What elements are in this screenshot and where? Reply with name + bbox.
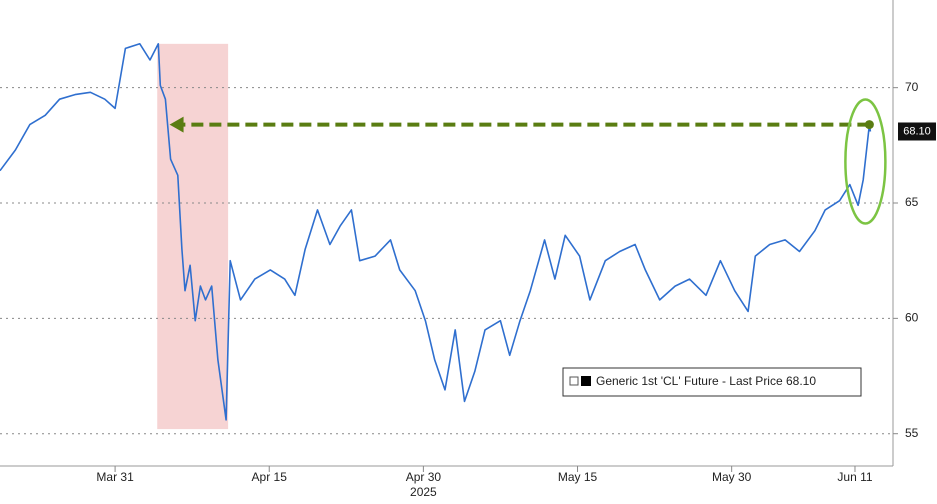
x-tick-label: Apr 30 <box>406 470 442 484</box>
x-tick-label: Apr 15 <box>252 470 288 484</box>
y-tick-label: 70 <box>905 80 919 94</box>
last-price-label: 68.10 <box>903 125 931 137</box>
x-tick-label: Jun 11 <box>837 470 872 484</box>
legend-swatch <box>581 376 591 386</box>
x-tick-label: May 15 <box>558 470 598 484</box>
arrow-head <box>169 116 184 133</box>
highlight-band <box>157 43 229 430</box>
legend-expand-icon <box>569 376 579 386</box>
x-tick-label: Mar 31 <box>96 470 134 484</box>
highlight-ellipse <box>844 98 887 225</box>
y-tick-label: 60 <box>905 311 919 325</box>
y-tick-label: 65 <box>905 195 919 209</box>
price-line <box>0 43 872 421</box>
legend: Generic 1st 'CL' Future - Last Price 68.… <box>562 367 862 397</box>
y-tick-label: 55 <box>905 426 919 440</box>
legend-box <box>562 367 862 397</box>
x-tick-label: May 30 <box>712 470 752 484</box>
x-year-label: 2025 <box>410 485 437 499</box>
legend-label: Generic 1st 'CL' Future - Last Price 68.… <box>596 374 816 388</box>
last-price-tag <box>898 122 936 141</box>
arrow-dot <box>864 120 874 130</box>
